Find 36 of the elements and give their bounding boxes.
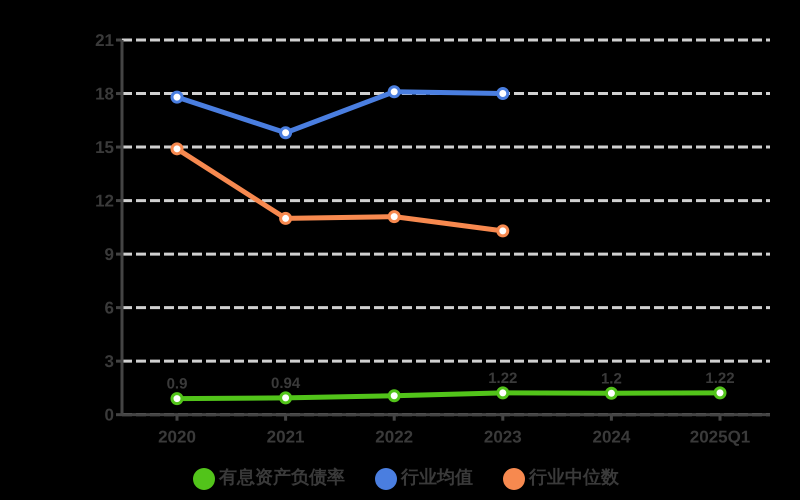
x-tick-label: 2021 [266,428,305,447]
point [279,391,292,404]
legend-label: 行业中位数 [529,466,619,488]
point [170,90,184,104]
y-tick-label: 0 [104,406,114,425]
x-tick-label: 2022 [375,428,414,447]
point [388,389,401,402]
x-tick-label: 2020 [158,428,196,447]
point [388,85,401,98]
point [496,224,510,238]
data-label: 0.9 [166,376,188,393]
x-tick-label: 2023 [484,428,522,447]
x-tick-label: 2025Q1 [690,428,750,447]
y-tick-label: 9 [104,245,114,264]
y-tick-label: 12 [95,192,114,211]
point [279,212,292,225]
data-label: 0.94 [271,374,301,392]
point [496,87,510,100]
legend-label: 有息资产负债率 [219,466,345,488]
y-tick-label: 21 [95,31,114,50]
point [714,386,726,400]
point [496,386,510,400]
y-tick-label: 18 [95,84,114,104]
data-label: 1.2 [600,370,622,388]
point [279,126,292,140]
point [388,210,401,224]
point [170,142,184,156]
y-tick-label: 6 [104,298,114,318]
y-tick-label: 3 [104,352,114,372]
point [604,386,618,400]
y-tick-label: 15 [95,138,114,158]
point [170,392,184,406]
data-label: 1.22 [705,370,735,387]
data-label: 1.22 [488,370,518,387]
x-tick-label: 2024 [592,428,631,447]
legend-label: 行业均值 [401,466,473,488]
